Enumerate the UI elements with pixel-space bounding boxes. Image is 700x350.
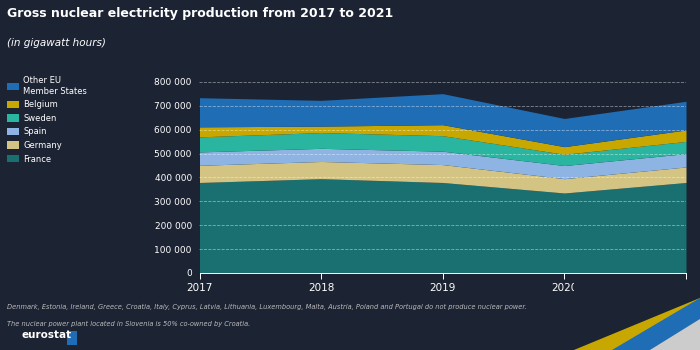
Polygon shape (650, 318, 700, 350)
Text: The nuclear power plant located in Slovenia is 50% co-owned by Croatia.: The nuclear power plant located in Slove… (7, 321, 251, 327)
Polygon shape (612, 298, 700, 350)
Text: (in gigawatt hours): (in gigawatt hours) (7, 38, 106, 49)
Text: eurostat: eurostat (21, 329, 71, 340)
Legend: Other EU
Member States, Belgium, Sweden, Spain, Germany, France: Other EU Member States, Belgium, Sweden,… (6, 76, 88, 163)
Polygon shape (574, 298, 700, 350)
Text: Gross nuclear electricity production from 2017 to 2021: Gross nuclear electricity production fro… (7, 7, 393, 20)
Text: Denmark, Estonia, Ireland, Greece, Croatia, Italy, Cyprus, Latvia, Lithuania, Lu: Denmark, Estonia, Ireland, Greece, Croat… (7, 304, 526, 310)
